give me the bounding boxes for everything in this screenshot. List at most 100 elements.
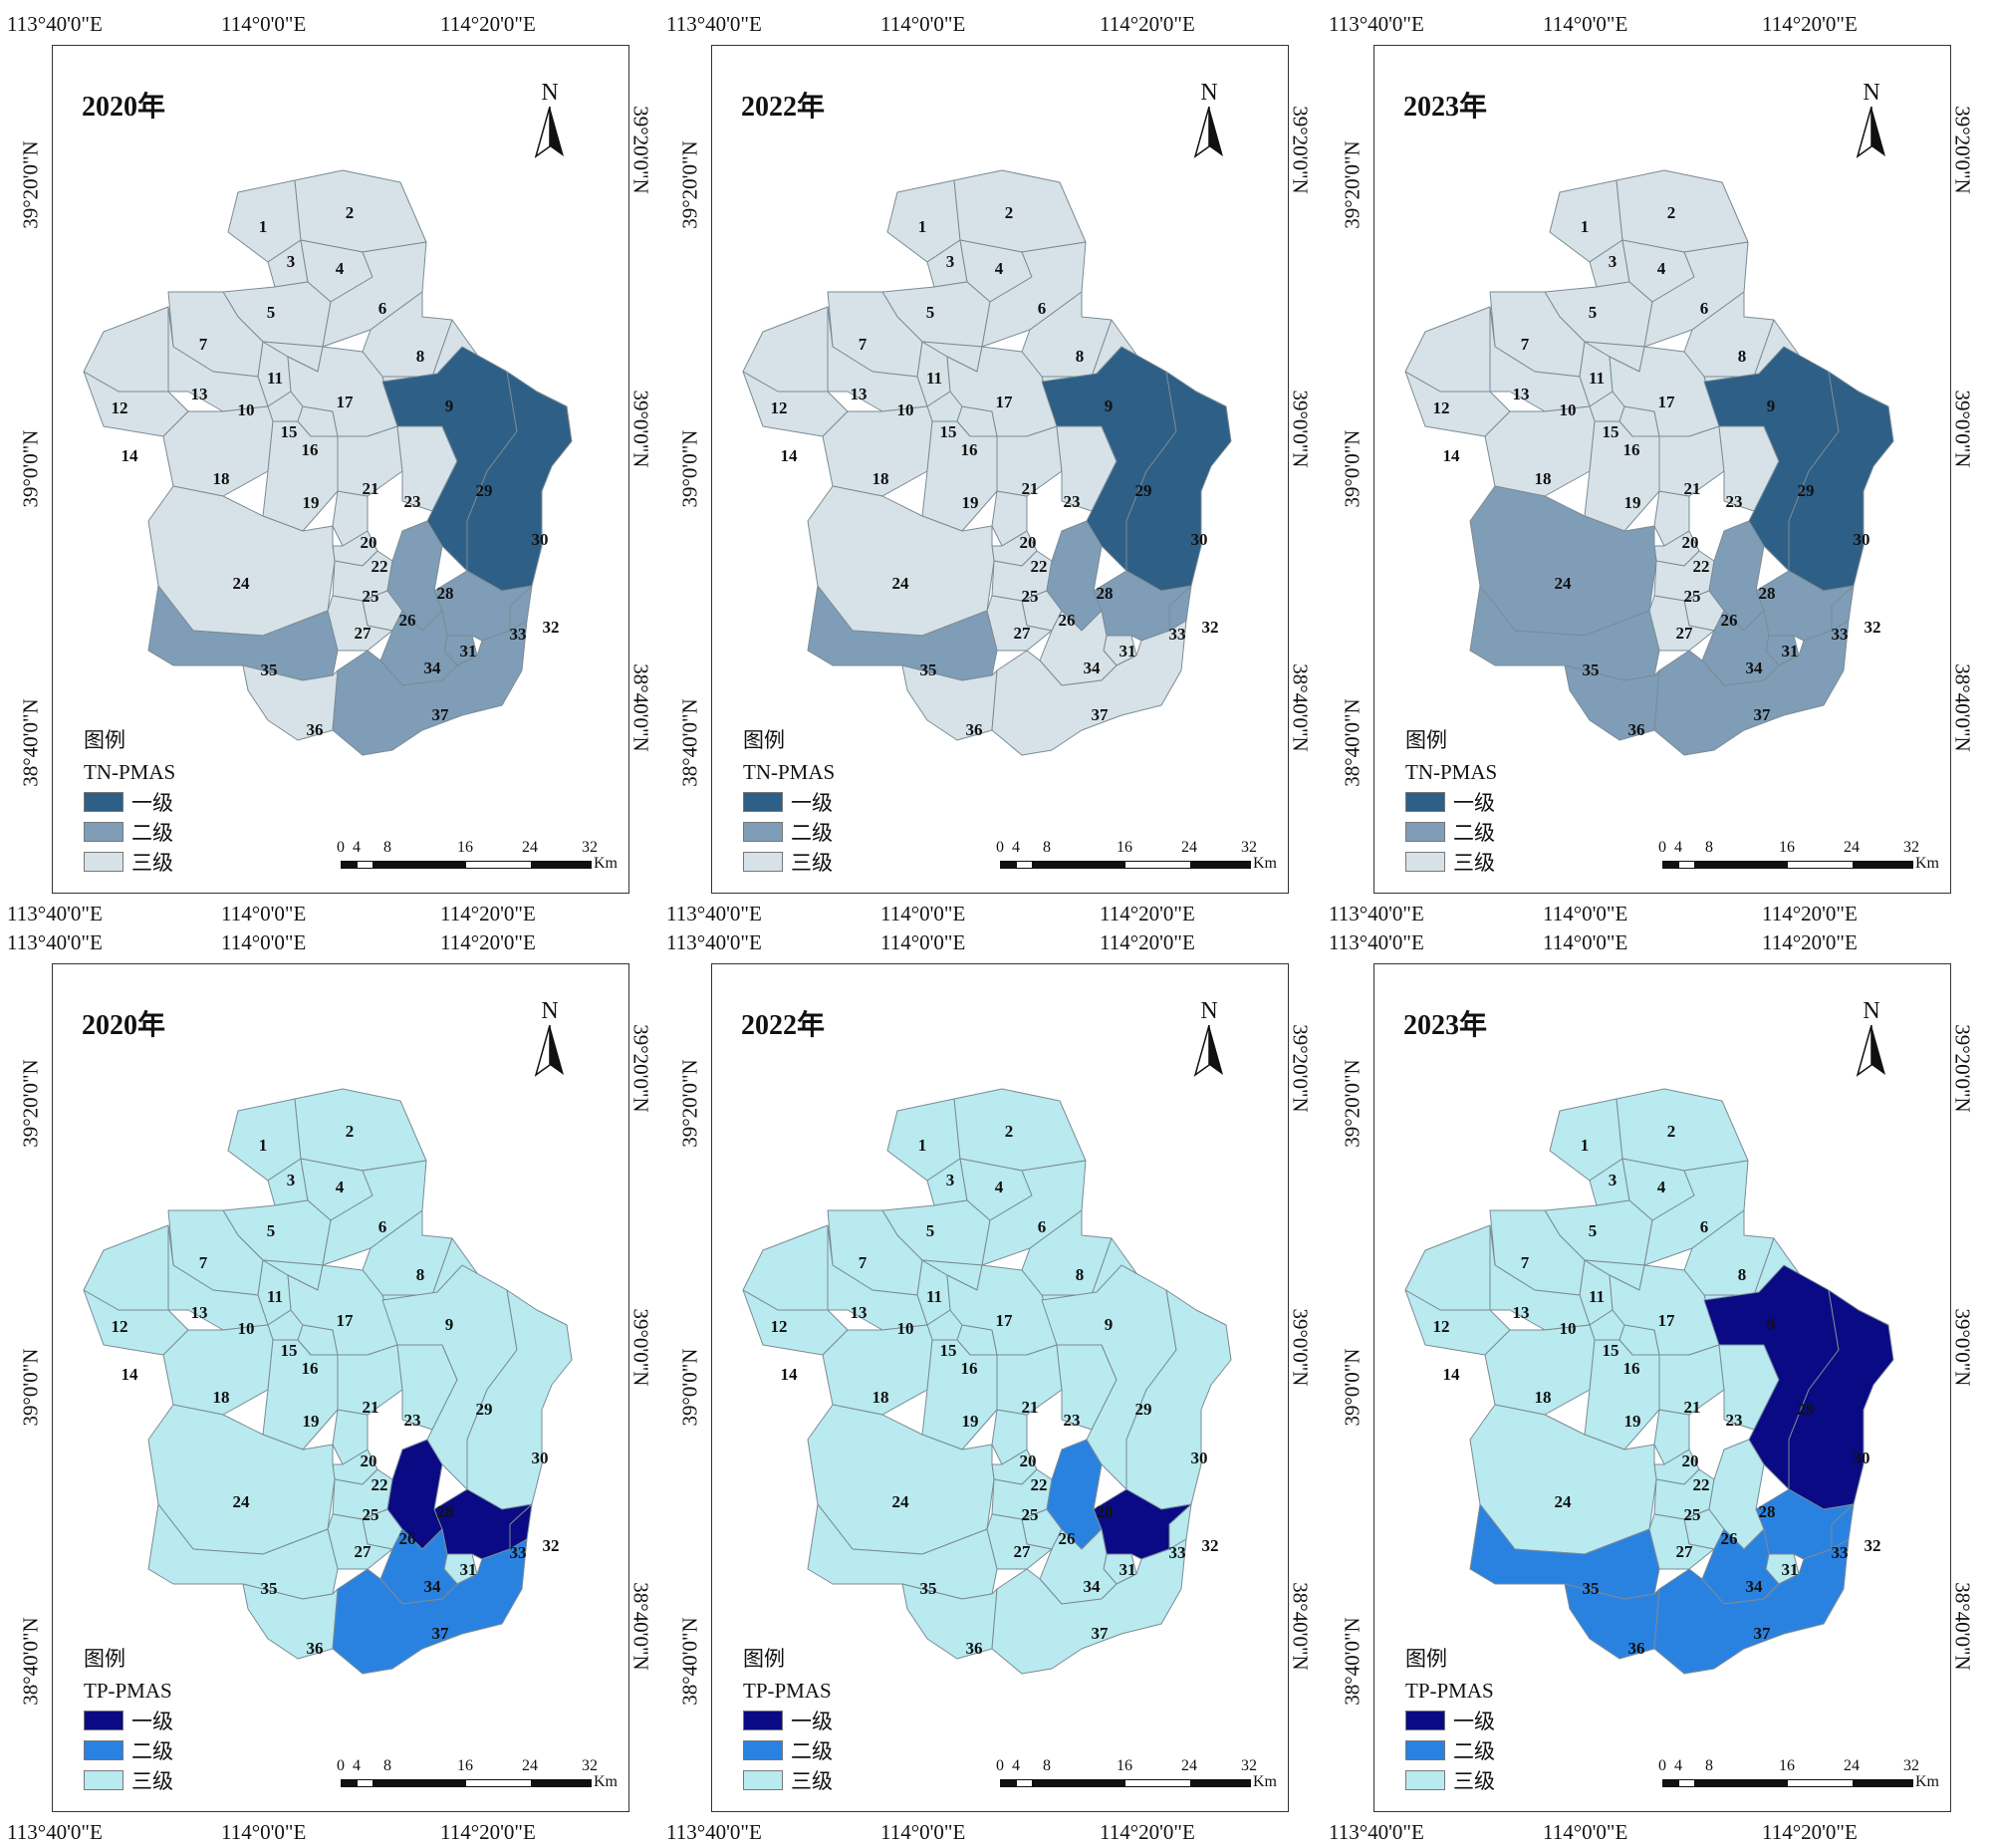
scale-tick: 4 [1012,839,1020,856]
region-label-23: 23 [1726,492,1743,511]
region-37 [1653,620,1850,756]
lon-tick-bottom: 114°20'0"E [440,902,536,925]
region-label-16: 16 [1623,440,1640,459]
region-6 [981,241,1087,348]
legend-label: 二级 [1453,821,1495,845]
region-label-37: 37 [1092,705,1110,724]
legend-item: 一级 [743,1706,833,1735]
legend-swatch [1405,852,1445,872]
lon-tick-top: 113°40'0"E [1329,930,1424,954]
region-label-5: 5 [1589,1221,1598,1240]
region-2 [953,1088,1087,1172]
region-label-19: 19 [1624,1412,1641,1431]
region-label-20: 20 [1020,1452,1037,1470]
region-label-16: 16 [961,1359,978,1378]
legend-label: 一级 [131,791,173,815]
region-label-29: 29 [476,1400,493,1419]
region-label-8: 8 [416,347,425,366]
scale-segment [1032,862,1048,868]
region-27 [986,1513,1053,1570]
region-2 [1616,1088,1749,1172]
scale-segment [373,862,388,868]
region-label-4: 4 [995,259,1004,278]
region-label-35: 35 [920,1579,937,1598]
region-label-25: 25 [1022,587,1039,606]
region-label-23: 23 [1064,492,1081,511]
region-label-11: 11 [267,369,283,388]
district-map: 123 45 67891011121314151617181920212223242… [1404,169,1894,756]
region-label-6: 6 [1700,299,1709,318]
legend-swatch [743,1740,783,1760]
region-label-12: 12 [112,1317,128,1336]
legend: 图例 TN-PMAS 一级 二级 三级 [1405,724,1497,877]
north-arrow-icon [1193,106,1223,158]
region-label-18: 18 [872,1388,889,1407]
scale-segment [1190,862,1250,868]
region-label-15: 15 [1603,1341,1619,1360]
region-label-25: 25 [1684,1505,1701,1524]
lon-tick-bottom: 114°20'0"E [1762,902,1858,925]
region-label-2: 2 [1667,1122,1676,1141]
lon-tick-bottom: 114°20'0"E [1100,902,1195,925]
region-6 [981,1160,1087,1266]
region-label-10: 10 [238,400,255,419]
lon-tick-top: 114°20'0"E [1762,12,1858,36]
region-30 [1125,1289,1232,1510]
region-label-21: 21 [1684,1398,1701,1417]
region-label-8: 8 [1738,347,1747,366]
region-label-9: 9 [445,1315,454,1334]
region-label-15: 15 [281,1341,298,1360]
legend-label: 一级 [1453,791,1495,815]
scale-segment [1048,1780,1125,1786]
region-37 [991,620,1187,756]
scale-bar-line [1000,1779,1251,1787]
scale-tick: 24 [1181,1757,1197,1774]
region-label-1: 1 [1581,1136,1590,1155]
year-label: 2022年 [741,1010,826,1041]
region-6 [322,1160,427,1266]
region-27 [327,595,393,652]
region-label-7: 7 [1521,335,1530,354]
scale-segment [1694,1780,1710,1786]
region-37 [991,1538,1187,1675]
region-label-21: 21 [363,479,379,498]
legend-swatch [84,1711,124,1730]
legend-index-name: TP-PMAS [84,1679,172,1703]
legend-item: 二级 [743,1735,833,1765]
region-label-37: 37 [1092,1624,1110,1643]
scale-bar: 0 4 8 16 24 32 Km [337,1757,629,1797]
north-label: N [1863,80,1880,106]
region-label-11: 11 [267,1287,283,1306]
scale-tick: 0 [996,1757,1004,1774]
lon-tick-bottom: 113°40'0"E [666,1820,762,1844]
lon-tick-bottom: 114°0'0"E [221,902,307,925]
scale-tick: 32 [1903,839,1919,856]
lon-tick-bottom: 113°40'0"E [666,902,762,925]
scale-segment [531,1780,591,1786]
region-label-32: 32 [543,1536,560,1555]
year-label: 2020年 [82,1010,166,1041]
region-label-31: 31 [1120,1560,1136,1579]
region-label-26: 26 [399,611,416,630]
scale-bar: 0 4 8 16 24 32 Km [1658,1757,1951,1797]
region-30 [466,1289,573,1510]
region-label-7: 7 [199,1253,208,1272]
legend-swatch [84,822,124,842]
region-label-8: 8 [1076,347,1085,366]
region-label-5: 5 [926,303,935,322]
region-label-23: 23 [1726,1411,1743,1430]
region-label-18: 18 [213,1388,230,1407]
region-label-3: 3 [1609,1171,1618,1189]
legend-index-name: TP-PMAS [743,1679,832,1703]
scale-tick: 24 [1181,839,1197,856]
region-label-35: 35 [261,1579,278,1598]
legend-item: 三级 [1405,1765,1495,1795]
region-label-1: 1 [918,1136,927,1155]
region-label-17: 17 [1658,393,1676,411]
legend-item: 一级 [84,787,175,817]
north-label: N [1863,998,1880,1024]
map-panel-tn-2023: 113°40'0"E 114°0'0"E 114°20'0"E 113°40'0"E 1… [1322,0,1981,926]
region-label-24: 24 [233,574,251,593]
region-label-11: 11 [926,369,942,388]
region-label-9: 9 [445,396,454,415]
